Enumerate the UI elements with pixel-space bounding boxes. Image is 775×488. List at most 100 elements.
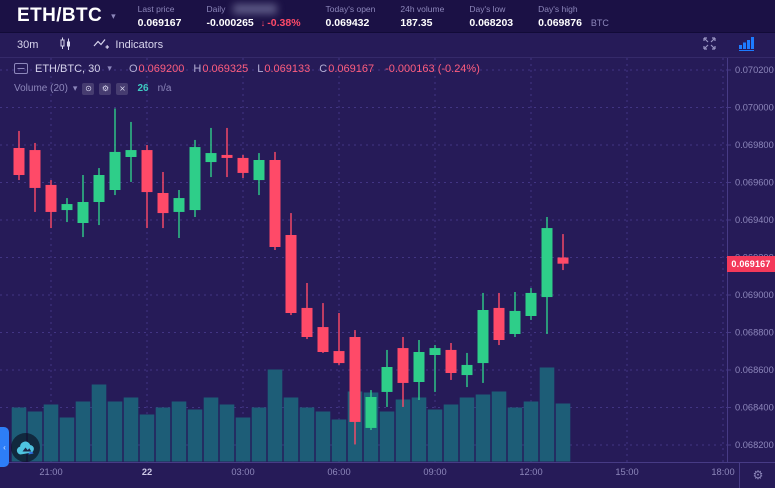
stat-days-high: Day's high 0.069876 BTC — [538, 3, 609, 30]
x-axis-label: 22 — [142, 467, 152, 477]
candlestick-icon — [60, 37, 71, 54]
volume-current-value: 26 — [137, 83, 149, 94]
volume-ma-value: n/a — [157, 83, 172, 94]
last-price-tag: 0.069167 — [727, 256, 775, 272]
chart-legend: ETH/BTC, 30 ▾ O0.069200 H0.069325 L0.069… — [14, 61, 480, 95]
fullscreen-button[interactable] — [694, 34, 725, 56]
candle-body — [429, 348, 441, 355]
candle-body — [541, 228, 553, 298]
candle-body — [509, 310, 521, 334]
candle-body — [29, 150, 41, 188]
chart-style-button[interactable] — [51, 34, 80, 57]
open-value: 0.069200 — [138, 62, 185, 75]
y-axis-label: 0.069000 — [735, 290, 774, 300]
volume-bar — [523, 401, 539, 462]
volume-bar — [411, 397, 427, 462]
candle-body — [141, 150, 153, 193]
chevron-down-icon[interactable]: ▾ — [72, 83, 78, 93]
close-icon[interactable]: × — [116, 82, 129, 95]
low-value: 0.069133 — [264, 62, 311, 75]
eye-icon[interactable]: ⊙ — [82, 82, 95, 95]
candle-body — [45, 184, 57, 212]
volume-bar — [379, 411, 395, 462]
candle-body — [13, 148, 25, 175]
stat-last-price: Last price 0.069167 — [137, 3, 182, 30]
candle-body — [173, 198, 185, 212]
high-value: 0.069325 — [202, 62, 249, 75]
volume-bar — [203, 397, 219, 462]
candle-body — [61, 204, 73, 211]
candle-body — [317, 327, 329, 352]
candle-body — [413, 352, 425, 382]
volume-bar — [91, 384, 107, 462]
candle-body — [205, 153, 217, 163]
y-axis-label: 0.069400 — [735, 215, 774, 225]
volume-bar — [443, 404, 459, 462]
stat-daily-change: Daily -0.000265 ↓ -0.38% — [206, 3, 301, 29]
candle-body — [109, 151, 121, 190]
volume-bar — [43, 404, 59, 462]
legend-collapse-icon[interactable] — [14, 63, 28, 74]
arrow-down-icon: ↓ — [260, 18, 266, 28]
candle-body — [349, 337, 361, 422]
volume-bar — [475, 394, 491, 462]
panel-collapse-handle[interactable]: ‹ — [0, 427, 9, 467]
chevron-down-icon[interactable]: ▾ — [107, 63, 112, 73]
volume-bar — [75, 401, 91, 462]
ohlc-values: O0.069200 H0.069325 L0.069133 C0.069167 … — [128, 62, 480, 75]
y-axis-label: 0.070200 — [735, 65, 774, 75]
indicators-icon — [93, 38, 110, 53]
series-change: -0.000163 (-0.24%) — [385, 62, 480, 75]
depth-chart-button[interactable] — [729, 33, 765, 57]
y-axis-label: 0.070000 — [735, 103, 774, 113]
interval-button[interactable]: 30m — [8, 36, 47, 54]
daily-change-percent: ↓ -0.38% — [260, 17, 301, 29]
volume-bar — [59, 417, 75, 462]
stat-days-low: Day's low 0.068203 — [469, 3, 514, 30]
indicators-button[interactable]: Indicators — [84, 35, 172, 56]
candle-body — [125, 150, 137, 157]
candle-body — [381, 367, 393, 392]
candle-body — [301, 307, 313, 337]
x-axis-label: 12:00 — [519, 467, 542, 477]
chevron-down-icon: ▾ — [111, 10, 116, 21]
volume-indicator-label[interactable]: Volume (20) — [14, 83, 68, 94]
volume-bar — [123, 397, 139, 462]
y-axis-label: 0.068200 — [735, 440, 774, 450]
axis-settings-gear-icon[interactable]: ⚙ — [741, 462, 775, 488]
volume-bar — [283, 397, 299, 462]
fullscreen-icon — [703, 37, 716, 53]
candle-body — [461, 364, 473, 376]
y-axis-label: 0.069800 — [735, 140, 774, 150]
volume-bar — [427, 409, 443, 462]
x-axis-label: 18:00 — [711, 467, 734, 477]
candle-body — [221, 154, 233, 158]
volume-bar — [139, 414, 155, 462]
series-title[interactable]: ETH/BTC, 30 — [35, 62, 101, 75]
symbol-selector[interactable]: ETH/BTC ▾ — [17, 5, 116, 27]
candle-body — [253, 160, 265, 181]
volume-bar — [171, 401, 187, 462]
candle-body — [189, 147, 201, 211]
volume-bar — [331, 419, 347, 462]
gear-icon[interactable]: ⚙ — [99, 82, 112, 95]
candle-body — [397, 348, 409, 383]
x-axis-label: 15:00 — [615, 467, 638, 477]
y-axis-label: 0.068400 — [735, 403, 774, 413]
volume-bar — [187, 409, 203, 462]
candle-body — [157, 193, 169, 214]
volume-bar — [315, 411, 331, 462]
candle-body — [269, 160, 281, 247]
volume-bar — [251, 407, 267, 462]
candle-body — [525, 292, 537, 316]
volume-bar — [219, 404, 235, 462]
candle-body — [77, 202, 89, 223]
x-axis-label: 03:00 — [231, 467, 254, 477]
platform-logo — [11, 433, 40, 462]
volume-bar — [107, 401, 123, 462]
stat-todays-open: Today's open 0.069432 — [325, 3, 376, 30]
quote-currency-suffix: BTC — [590, 18, 609, 28]
candle-body — [333, 351, 345, 364]
